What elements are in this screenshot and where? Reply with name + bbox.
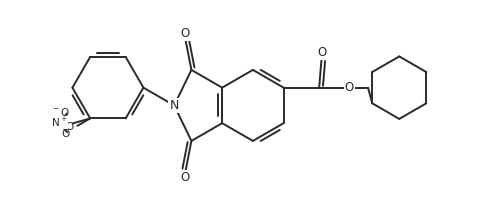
Text: O: O	[345, 81, 354, 94]
Text: O: O	[61, 129, 69, 139]
Text: O: O	[181, 27, 190, 40]
Text: N$^+$: N$^+$	[51, 116, 67, 129]
Text: $\mathregular{^-O}$: $\mathregular{^-O}$	[56, 120, 75, 132]
Text: O: O	[317, 46, 326, 59]
Text: N: N	[169, 99, 179, 112]
Text: $^-$O: $^-$O	[51, 107, 69, 118]
Text: O: O	[181, 171, 190, 184]
